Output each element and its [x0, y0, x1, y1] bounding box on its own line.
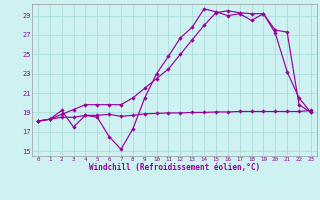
X-axis label: Windchill (Refroidissement éolien,°C): Windchill (Refroidissement éolien,°C)	[89, 163, 260, 172]
